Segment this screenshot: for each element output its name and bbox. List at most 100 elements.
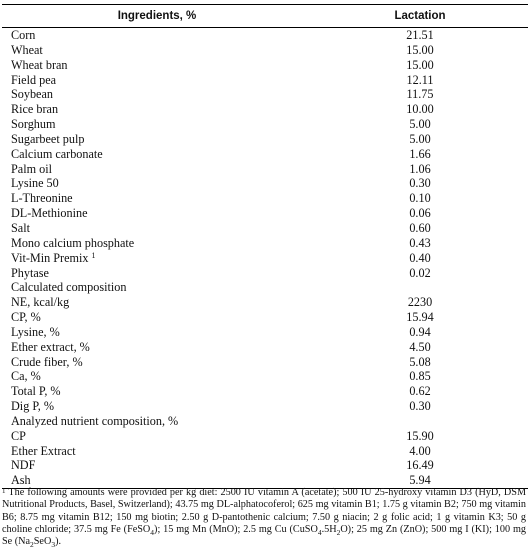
lactation-value: 15.00: [406, 42, 434, 57]
lactation-value: 1.66: [409, 146, 431, 161]
table-row: Field pea 12.11: [2, 73, 528, 88]
lactation-value: 4.00: [409, 443, 431, 458]
ingredient-label: Soybean: [11, 87, 53, 102]
table-row: Lysine 50 0.30: [2, 176, 528, 191]
table-body: Corn 21.51 Wheat 15.00 Wheat bran 15.00 Field …: [2, 28, 528, 490]
ingredient-label: Ca, %: [11, 369, 41, 384]
lactation-value: 16.49: [406, 458, 434, 473]
ingredient-label: Calculated composition: [11, 280, 127, 295]
ingredient-label: DL-Methionine: [11, 206, 88, 221]
lactation-value: 21.51: [406, 28, 434, 42]
lactation-value: 10.00: [406, 102, 434, 117]
lactation-value: 15.00: [406, 57, 434, 72]
table-row: Vit-Min Premix 1 0.40: [2, 251, 528, 266]
lactation-value: 2230: [407, 295, 433, 310]
table-row: Ether Extract 4.00: [2, 444, 528, 459]
lactation-value: 5.00: [409, 131, 431, 146]
lactation-value: 15.90: [406, 428, 434, 443]
table-row: Soybean 11.75: [2, 87, 528, 102]
table-row: NE, kcal/kg 2230: [2, 295, 528, 310]
ingredient-label: Lysine 50: [11, 176, 59, 191]
ingredient-label: NDF: [11, 458, 36, 473]
table-row: CP, % 15.94: [2, 310, 528, 325]
footnote: 1 The following amounts were provided pe…: [2, 487, 526, 550]
ingredient-label: L-Threonine: [11, 191, 73, 206]
ingredient-label: Sorghum: [11, 117, 56, 132]
lactation-value: [312, 414, 528, 429]
ingredient-label: Rice bran: [11, 102, 59, 117]
table-row: L-Threonine 0.10: [2, 191, 528, 206]
table-row: Lysine, % 0.94: [2, 325, 528, 340]
lactation-value: 0.60: [409, 220, 431, 235]
header-lactation: Lactation: [312, 4, 528, 28]
ingredient-label: Calcium carbonate: [11, 146, 103, 161]
ingredient-label: NE, kcal/kg: [11, 295, 70, 310]
ingredient-label: Field pea: [11, 72, 57, 87]
lactation-value: 0.06: [409, 206, 431, 221]
ingredient-label: Phytase: [11, 265, 49, 280]
lactation-value: 0.62: [409, 384, 431, 399]
table-row: NDF 16.49: [2, 458, 528, 473]
lactation-value: 0.30: [409, 176, 431, 191]
table-row: Palm oil 1.06: [2, 162, 528, 177]
lactation-value: 0.02: [409, 265, 431, 280]
table-header-row: Ingredients, % Lactation: [2, 4, 528, 28]
lactation-value: 0.85: [409, 369, 431, 384]
table-row: Sugarbeet pulp 5.00: [2, 132, 528, 147]
ingredient-label: Wheat bran: [11, 57, 68, 72]
table-row: Wheat bran 15.00: [2, 58, 528, 73]
header-ingredients: Ingredients, %: [2, 4, 312, 28]
lactation-value: 5.08: [409, 354, 431, 369]
ingredient-label: CP: [11, 428, 26, 443]
table-row: Analyzed nutrient composition, %: [2, 414, 528, 429]
lactation-value: 12.11: [406, 72, 434, 87]
table-row: Phytase 0.02: [2, 266, 528, 281]
ingredient-label: Sugarbeet pulp: [11, 131, 85, 146]
ingredient-label: Total P, %: [11, 384, 61, 399]
table-row: Mono calcium phosphate 0.43: [2, 236, 528, 251]
table-row: Wheat 15.00: [2, 43, 528, 58]
table-row: Crude fiber, % 5.08: [2, 355, 528, 370]
diet-composition-table: Ingredients, % Lactation Corn 21.51 Wheat 1…: [2, 4, 528, 490]
ingredient-label: Dig P, %: [11, 399, 55, 414]
table-row: Ca, % 0.85: [2, 369, 528, 384]
lactation-value: 1.06: [409, 161, 431, 176]
lactation-value: [312, 280, 528, 295]
ingredient-label: Ether extract, %: [11, 339, 90, 354]
lactation-value: 11.75: [406, 87, 434, 102]
ingredient-label: Analyzed nutrient composition, %: [11, 413, 179, 428]
table-row: Ash 5.94: [2, 473, 528, 490]
ingredient-table-container: Ingredients, % Lactation Corn 21.51 Wheat 1…: [0, 4, 530, 490]
table-row: Calculated composition: [2, 280, 528, 295]
lactation-value: 15.94: [406, 310, 434, 325]
footnote-ref: 1: [91, 250, 96, 260]
ingredient-label: Lysine, %: [11, 324, 60, 339]
table-row: Dig P, % 0.30: [2, 399, 528, 414]
ingredient-label: Ether Extract: [11, 443, 76, 458]
ingredient-label: Wheat: [11, 42, 43, 57]
lactation-value: 0.94: [409, 324, 431, 339]
table-row: Ether extract, % 4.50: [2, 340, 528, 355]
ingredient-label: Salt: [11, 220, 30, 235]
ingredient-label: Vit-Min Premix 1: [11, 250, 96, 265]
table-row: Corn 21.51: [2, 28, 528, 43]
ingredient-label: Mono calcium phosphate: [11, 235, 135, 250]
ingredient-label: Ash: [2, 473, 312, 490]
lactation-value: 4.50: [409, 339, 431, 354]
table-row: Sorghum 5.00: [2, 117, 528, 132]
ingredient-label: Corn: [11, 28, 36, 42]
lactation-value: 0.30: [409, 399, 431, 414]
footnote-marker: 1: [2, 487, 6, 495]
ingredient-label: CP, %: [11, 310, 41, 325]
table-row: Total P, % 0.62: [2, 384, 528, 399]
ingredient-label: Palm oil: [11, 161, 52, 176]
lactation-value: 0.10: [409, 191, 431, 206]
table-row: DL-Methionine 0.06: [2, 206, 528, 221]
table-row: Calcium carbonate 1.66: [2, 147, 528, 162]
lactation-value: 5.94: [312, 473, 528, 490]
lactation-value: 5.00: [409, 117, 431, 132]
table-row: Salt 0.60: [2, 221, 528, 236]
table-row: Rice bran 10.00: [2, 102, 528, 117]
table-row: CP 15.90: [2, 429, 528, 444]
lactation-value: 0.43: [409, 235, 431, 250]
